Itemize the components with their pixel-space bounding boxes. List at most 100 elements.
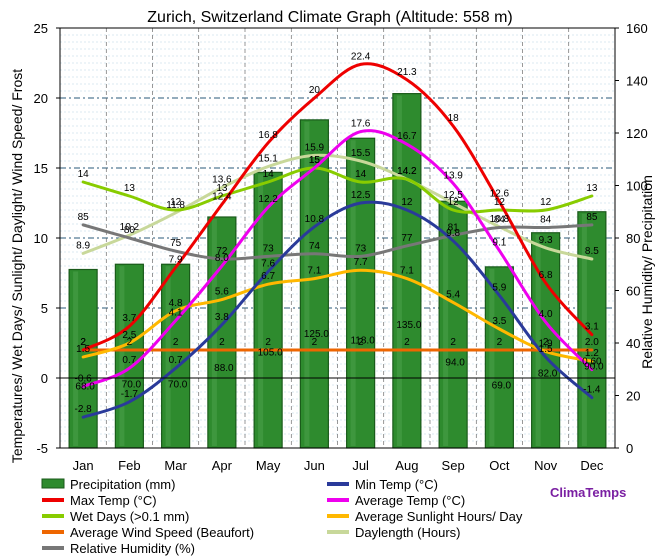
data-label: 1.5 bbox=[76, 344, 90, 355]
data-label: 12.6 bbox=[490, 189, 510, 200]
y-right-tick-label: 120 bbox=[626, 126, 648, 141]
y-right-tick-label: 60 bbox=[626, 284, 640, 299]
data-label: 69.0 bbox=[492, 381, 512, 392]
data-labels: 68.0 70.0 70.0 88.0 105.0 125.0 118.0 135.0 94.0… bbox=[75, 51, 605, 415]
data-label: 2 bbox=[358, 337, 364, 348]
data-label: 94.0 bbox=[445, 358, 465, 369]
data-label: 2 bbox=[312, 337, 318, 348]
legend: Precipitation (mm) Min Temp (°C) Max Temp … bbox=[41, 477, 523, 556]
legend-label: Precipitation (mm) bbox=[70, 477, 175, 492]
data-label: 14 bbox=[355, 169, 367, 180]
y-axis-left-label: Temperatures/ Wet Days/ Sunlight/ Daylig… bbox=[9, 69, 25, 463]
data-label: 73 bbox=[263, 243, 275, 254]
data-label: 15 bbox=[309, 155, 321, 166]
data-label: 2 bbox=[497, 337, 503, 348]
data-label: 90.0 bbox=[584, 361, 604, 372]
data-label: 82.0 bbox=[538, 369, 558, 380]
x-tick-label: Nov bbox=[534, 458, 558, 473]
data-label: 75 bbox=[170, 238, 182, 249]
data-label: 4.8 bbox=[169, 298, 183, 309]
data-label: 9.8 bbox=[446, 228, 460, 239]
data-label: 9.3 bbox=[539, 235, 553, 246]
data-label: 3.1 bbox=[585, 322, 599, 333]
legend-label: Relative Humidity (%) bbox=[70, 541, 195, 556]
data-label: 12 bbox=[401, 197, 413, 208]
data-label: 14 bbox=[78, 169, 90, 180]
x-tick-label: May bbox=[256, 458, 281, 473]
y-left-tick-label: 15 bbox=[34, 161, 48, 176]
precipitation-bar-shine bbox=[350, 140, 356, 446]
data-label: 17.6 bbox=[351, 119, 371, 130]
data-label: 68.0 bbox=[75, 382, 95, 393]
data-label: 2 bbox=[450, 337, 456, 348]
legend-swatch bbox=[41, 478, 65, 489]
data-label: 70.0 bbox=[122, 380, 142, 391]
data-label: 11.8 bbox=[166, 200, 185, 211]
series-line bbox=[81, 223, 594, 261]
data-label: 0.7 bbox=[122, 355, 136, 366]
precipitation-bar-shine bbox=[489, 268, 495, 446]
data-label: 2 bbox=[543, 337, 549, 348]
data-label: 5.6 bbox=[215, 287, 229, 298]
y-right-tick-label: 80 bbox=[626, 231, 640, 246]
x-tick-label: Sep bbox=[442, 458, 465, 473]
data-label: 9.1 bbox=[492, 238, 506, 249]
data-label: 1.2 bbox=[585, 348, 599, 359]
y-right-tick-label: 140 bbox=[626, 74, 648, 89]
data-label: 22.4 bbox=[351, 51, 371, 62]
data-label: 12.5 bbox=[443, 190, 463, 201]
data-label: 84 bbox=[540, 215, 552, 226]
data-label: 15.9 bbox=[305, 142, 325, 153]
y-left-tick-label: 25 bbox=[34, 21, 48, 36]
y-right-tick-label: 20 bbox=[626, 389, 640, 404]
data-label: 2 bbox=[80, 337, 86, 348]
precipitation-bar-shine bbox=[304, 121, 310, 446]
data-label: 8.0 bbox=[215, 253, 229, 264]
data-label: 2.0 bbox=[585, 337, 599, 348]
data-label: 4.1 bbox=[169, 308, 183, 319]
x-tick-label: Jul bbox=[352, 458, 369, 473]
data-label: 16.7 bbox=[397, 131, 417, 142]
data-label: 13 bbox=[586, 183, 598, 194]
data-label: 3.7 bbox=[122, 313, 136, 324]
grid-lines bbox=[60, 28, 615, 448]
series-line bbox=[81, 200, 594, 419]
precipitation-bar-shine bbox=[119, 266, 125, 446]
data-label: 12.5 bbox=[351, 190, 371, 201]
data-label: 14.2 bbox=[397, 166, 417, 177]
axes: -5 0 5 10 15 20 25 0 20 40 60 80 100 120 140 160 Jan Feb M… bbox=[34, 21, 648, 473]
y-left-tick-label: -5 bbox=[36, 441, 48, 456]
data-label: 105.0 bbox=[258, 348, 283, 359]
series-lines bbox=[81, 62, 594, 419]
data-label: 0.60 bbox=[582, 357, 602, 368]
data-label: 1.5 bbox=[539, 344, 553, 355]
data-label: 7.7 bbox=[354, 257, 368, 268]
data-label: 20 bbox=[309, 85, 321, 96]
data-label: 10.8 bbox=[305, 214, 325, 225]
series-line bbox=[81, 268, 594, 363]
y-right-tick-label: 0 bbox=[626, 441, 633, 456]
y-left-tick-label: 5 bbox=[41, 301, 48, 316]
data-label: 74 bbox=[309, 241, 321, 252]
chart-title: Zurich, Switzerland Climate Graph (Altit… bbox=[147, 9, 512, 26]
data-label: 2 bbox=[404, 337, 410, 348]
legend-label: Min Temp (°C) bbox=[355, 477, 438, 492]
data-label: 15.1 bbox=[258, 154, 278, 165]
data-label: 2 bbox=[80, 337, 86, 348]
data-label: 13 bbox=[216, 183, 228, 194]
data-label: 13 bbox=[124, 183, 136, 194]
data-label: 7.9 bbox=[169, 254, 183, 265]
data-label: 12.2 bbox=[258, 194, 278, 205]
legend-label: Max Temp (°C) bbox=[70, 493, 157, 508]
data-label: 5.9 bbox=[492, 282, 506, 293]
precipitation-bar-shine bbox=[258, 174, 264, 446]
data-label: 73 bbox=[355, 243, 367, 254]
data-label: 12 bbox=[170, 197, 182, 208]
data-label: 18 bbox=[448, 113, 460, 124]
y-right-tick-label: 160 bbox=[626, 21, 648, 36]
x-tick-label: Oct bbox=[489, 458, 510, 473]
data-label: 10.2 bbox=[120, 222, 140, 233]
data-label: 10.8 bbox=[490, 214, 510, 225]
data-label: 2 bbox=[219, 337, 225, 348]
data-label: 12 bbox=[448, 197, 460, 208]
